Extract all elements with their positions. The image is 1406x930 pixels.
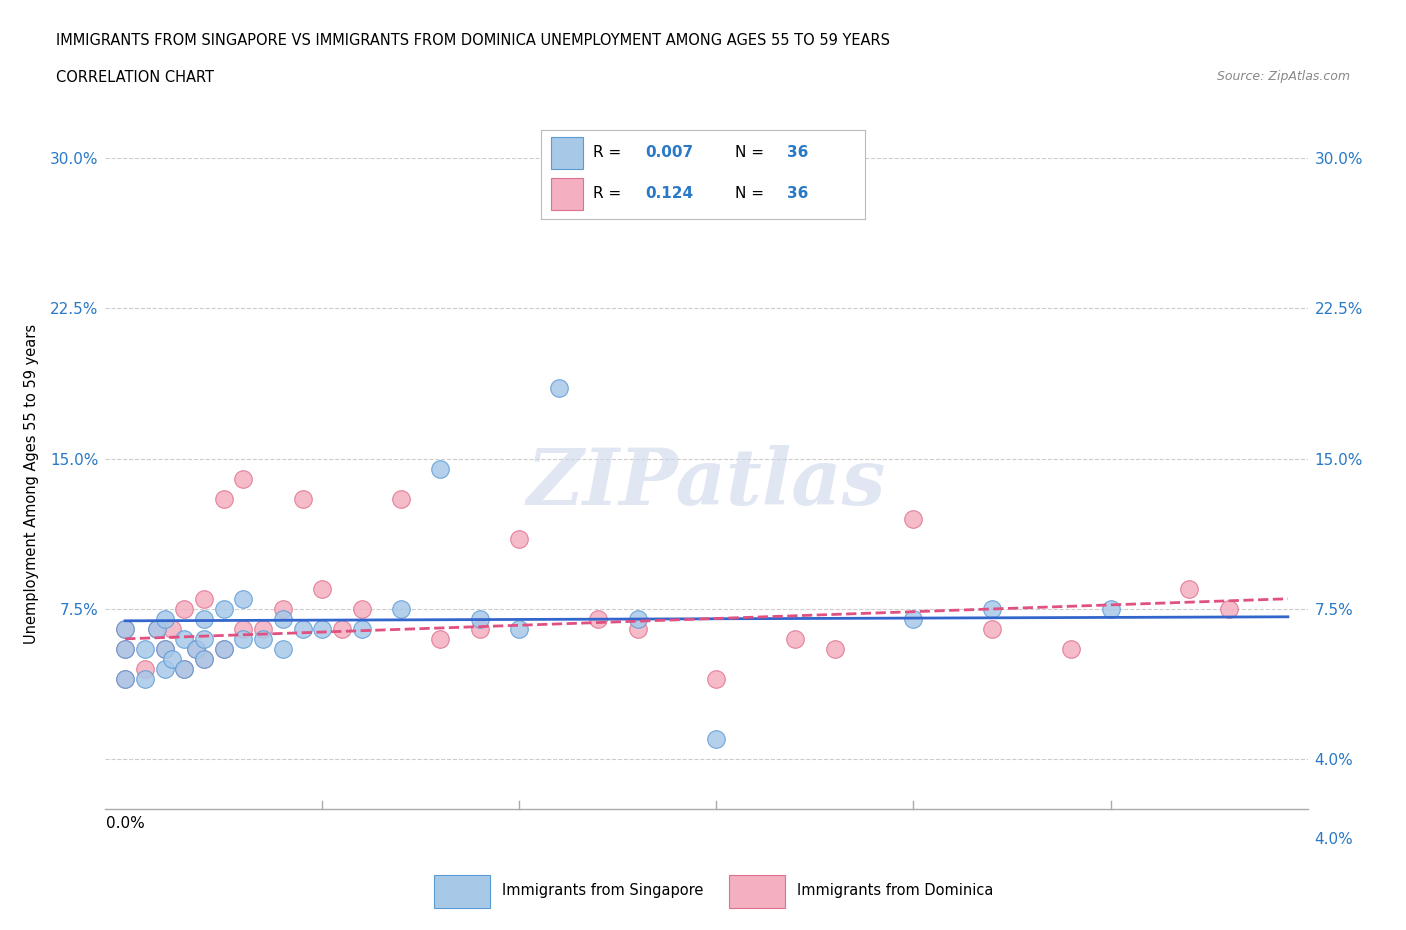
Point bbox=[184, 642, 207, 657]
Point bbox=[153, 642, 176, 657]
Text: 4.0%: 4.0% bbox=[1315, 832, 1354, 847]
Point bbox=[153, 661, 176, 676]
Point bbox=[271, 642, 294, 657]
Point bbox=[162, 621, 184, 636]
Point bbox=[311, 621, 333, 636]
Point bbox=[193, 591, 215, 606]
Point bbox=[173, 661, 195, 676]
FancyBboxPatch shape bbox=[551, 138, 583, 169]
Point bbox=[212, 642, 235, 657]
Point bbox=[252, 631, 274, 646]
Point bbox=[350, 602, 373, 617]
Point bbox=[193, 611, 215, 626]
FancyBboxPatch shape bbox=[728, 875, 785, 909]
Point bbox=[232, 621, 254, 636]
Text: ZIPatlas: ZIPatlas bbox=[527, 445, 886, 522]
Y-axis label: Unemployment Among Ages 55 to 59 years: Unemployment Among Ages 55 to 59 years bbox=[24, 324, 39, 644]
Text: N =: N = bbox=[735, 186, 765, 201]
Point bbox=[173, 631, 195, 646]
Point bbox=[271, 611, 294, 626]
Text: 36: 36 bbox=[787, 186, 808, 201]
Point bbox=[173, 661, 195, 676]
Point bbox=[271, 602, 294, 617]
FancyBboxPatch shape bbox=[551, 178, 583, 210]
Point bbox=[134, 661, 156, 676]
Point bbox=[1060, 642, 1083, 657]
Text: Immigrants from Dominica: Immigrants from Dominica bbox=[797, 883, 993, 898]
Point bbox=[1218, 602, 1240, 617]
Point bbox=[145, 621, 167, 636]
Point bbox=[389, 602, 412, 617]
Point bbox=[145, 621, 167, 636]
Point bbox=[193, 631, 215, 646]
Text: 0.007: 0.007 bbox=[645, 145, 693, 160]
Point bbox=[114, 642, 136, 657]
Point bbox=[824, 642, 846, 657]
Point bbox=[252, 621, 274, 636]
Point bbox=[134, 671, 156, 686]
Point bbox=[311, 581, 333, 596]
Point bbox=[114, 621, 136, 636]
Text: 0.124: 0.124 bbox=[645, 186, 693, 201]
Point bbox=[153, 642, 176, 657]
Point bbox=[291, 491, 314, 506]
Point bbox=[193, 651, 215, 666]
Point bbox=[626, 611, 648, 626]
Point bbox=[330, 621, 353, 636]
Point bbox=[706, 732, 728, 747]
Text: Immigrants from Singapore: Immigrants from Singapore bbox=[502, 883, 703, 898]
Point bbox=[429, 461, 451, 476]
Point bbox=[350, 621, 373, 636]
Point bbox=[508, 621, 530, 636]
Point bbox=[429, 631, 451, 646]
Point bbox=[184, 642, 207, 657]
Point bbox=[114, 642, 136, 657]
Point bbox=[291, 621, 314, 636]
Point bbox=[193, 651, 215, 666]
Point bbox=[547, 381, 569, 396]
Point bbox=[212, 491, 235, 506]
Text: R =: R = bbox=[593, 186, 621, 201]
Text: CORRELATION CHART: CORRELATION CHART bbox=[56, 70, 214, 85]
Point bbox=[153, 611, 176, 626]
Point bbox=[212, 642, 235, 657]
Point bbox=[173, 602, 195, 617]
FancyBboxPatch shape bbox=[433, 875, 489, 909]
Text: IMMIGRANTS FROM SINGAPORE VS IMMIGRANTS FROM DOMINICA UNEMPLOYMENT AMONG AGES 55: IMMIGRANTS FROM SINGAPORE VS IMMIGRANTS … bbox=[56, 33, 890, 47]
Point bbox=[981, 602, 1004, 617]
Point bbox=[903, 512, 925, 526]
Point bbox=[162, 651, 184, 666]
Point bbox=[785, 631, 807, 646]
Point bbox=[232, 631, 254, 646]
Point bbox=[468, 621, 491, 636]
Point bbox=[1099, 602, 1122, 617]
Point bbox=[981, 621, 1004, 636]
Point bbox=[586, 611, 609, 626]
Text: N =: N = bbox=[735, 145, 765, 160]
Point bbox=[1178, 581, 1201, 596]
Point bbox=[232, 591, 254, 606]
Point bbox=[134, 642, 156, 657]
Text: 36: 36 bbox=[787, 145, 808, 160]
Point bbox=[389, 491, 412, 506]
Text: Source: ZipAtlas.com: Source: ZipAtlas.com bbox=[1216, 70, 1350, 83]
Point bbox=[114, 621, 136, 636]
Point bbox=[212, 602, 235, 617]
Point bbox=[114, 671, 136, 686]
Point bbox=[903, 611, 925, 626]
Point bbox=[114, 671, 136, 686]
Point bbox=[706, 671, 728, 686]
Text: R =: R = bbox=[593, 145, 621, 160]
Point bbox=[626, 621, 648, 636]
Point bbox=[232, 472, 254, 486]
Point bbox=[468, 611, 491, 626]
Point bbox=[508, 531, 530, 546]
